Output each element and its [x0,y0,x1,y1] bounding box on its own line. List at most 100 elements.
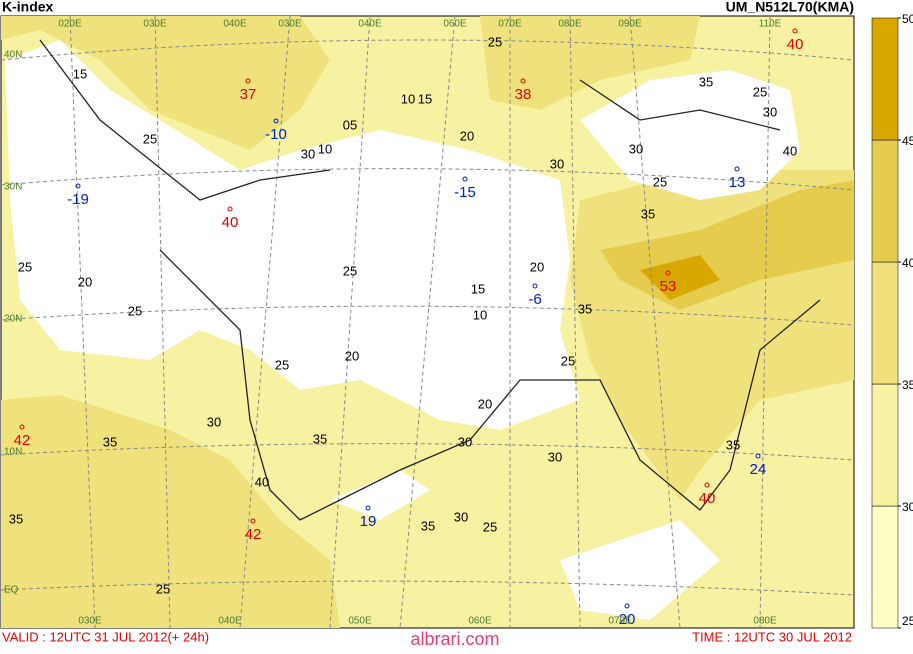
lon-label: 040E [358,19,382,30]
contour-label: 20 [345,348,359,363]
contour-label: 25 [483,519,497,534]
contour-label: 35 [699,74,713,89]
lon-label: 080E [753,616,777,627]
extremum-marker [462,176,468,182]
contour-label: 05 [343,117,357,132]
graticule [0,15,855,629]
contour-label: 25 [143,131,157,146]
extremum-label: -15 [454,184,476,201]
extremum-label: 40 [222,214,239,231]
contour-label: 15 [471,281,485,296]
lon-label: 070E [608,616,632,627]
contour-label: 30 [629,141,643,156]
contour-label: 25 [753,84,767,99]
extremum-marker [365,505,371,511]
colorbar-label: 25 [902,614,913,628]
extremum-marker [704,482,710,488]
map-area [0,15,855,629]
lon-label: 070E [498,19,522,30]
extremum-marker [792,28,798,34]
colorbar-label: 50 [902,12,913,26]
extremum-marker [665,270,671,276]
contour-label: 25 [561,353,575,368]
shade-region [1,16,330,150]
extremum-label: 37 [240,86,257,103]
contour-label: 25 [156,581,170,596]
extremum-label: -10 [265,126,287,143]
colorbar-label: 40 [902,256,913,270]
contour-label: 35 [103,434,117,449]
extremum-label: 53 [660,278,677,295]
lon-label: 090E [618,19,642,30]
contour-label: 35 [641,206,655,221]
extremum-marker [19,424,25,430]
low-region [580,70,800,200]
contour-label: 10 [401,91,415,106]
colorbar-band [871,17,899,141]
contour-label: 30 [207,414,221,429]
contour-label: 30 [548,449,562,464]
low-region [560,520,720,620]
contour-label: 40 [255,474,269,489]
low-region [330,470,430,520]
lon-label: 040E [218,616,242,627]
lon-label: 040E [223,19,247,30]
extremum-label: 40 [699,490,716,507]
extremum-marker [273,118,279,124]
colorbar: 25 30 35 40 45 50 [871,12,913,629]
contour-label: 30 [763,104,777,119]
lat-label: EQ [4,585,19,596]
colorbar-band [871,261,899,385]
lat-label: 30N [4,182,22,193]
extremum-label: 42 [14,432,31,449]
extremum-marker [227,206,233,212]
lon-label: 060E [443,19,467,30]
extremum-label: 20 [619,611,636,628]
extremum-marker [520,78,526,84]
extremum-label: -6 [528,291,541,308]
contour-label: 35 [726,437,740,452]
contour-label: 20 [460,128,474,143]
extremum-marker [734,166,740,172]
title: K-index [2,0,54,15]
lat-label: 10N [4,447,22,458]
contour-label: 35 [578,301,592,316]
contour-label: 25 [275,357,289,372]
contour-label: 10 [473,307,487,322]
contour-label: 35 [9,511,23,526]
low-region [5,40,580,430]
contour-label: 35 [421,518,435,533]
contour-label: 25 [488,34,502,49]
lon-label: 030E [78,616,102,627]
watermark: albrari.com [410,629,499,649]
shade-region [1,395,340,628]
contour-label: 35 [313,431,327,446]
extremum-label: 38 [515,86,532,103]
contour-label: 20 [478,396,492,411]
lon-label: 020E [58,19,82,30]
contour-label: 40 [783,143,797,158]
shade-region [480,16,700,110]
extremum-label: 24 [750,461,767,478]
extremum-marker [75,183,81,189]
model-name: UM_N512L70(KMA) [726,0,854,15]
lat-label: 20N [4,314,22,325]
lat-label: 40N [4,50,22,61]
contour-label: 10 [318,141,332,156]
extremum-label: 13 [729,174,746,191]
extremum-label: 42 [245,526,262,543]
contour-label: 30 [301,146,315,161]
extremum-marker [755,453,761,459]
contour-label: 30 [550,156,564,171]
extremum-label: 40 [787,36,804,53]
colorbar-label: 30 [902,500,913,514]
shade-region [640,255,720,300]
extremum-label: 19 [360,513,377,530]
lon-label: 060E [468,616,492,627]
colorbar-band [871,383,899,507]
colorbar-band [871,139,899,263]
extremum-marker [532,283,538,289]
contour-label: 30 [454,509,468,524]
extremum-marker [245,78,251,84]
